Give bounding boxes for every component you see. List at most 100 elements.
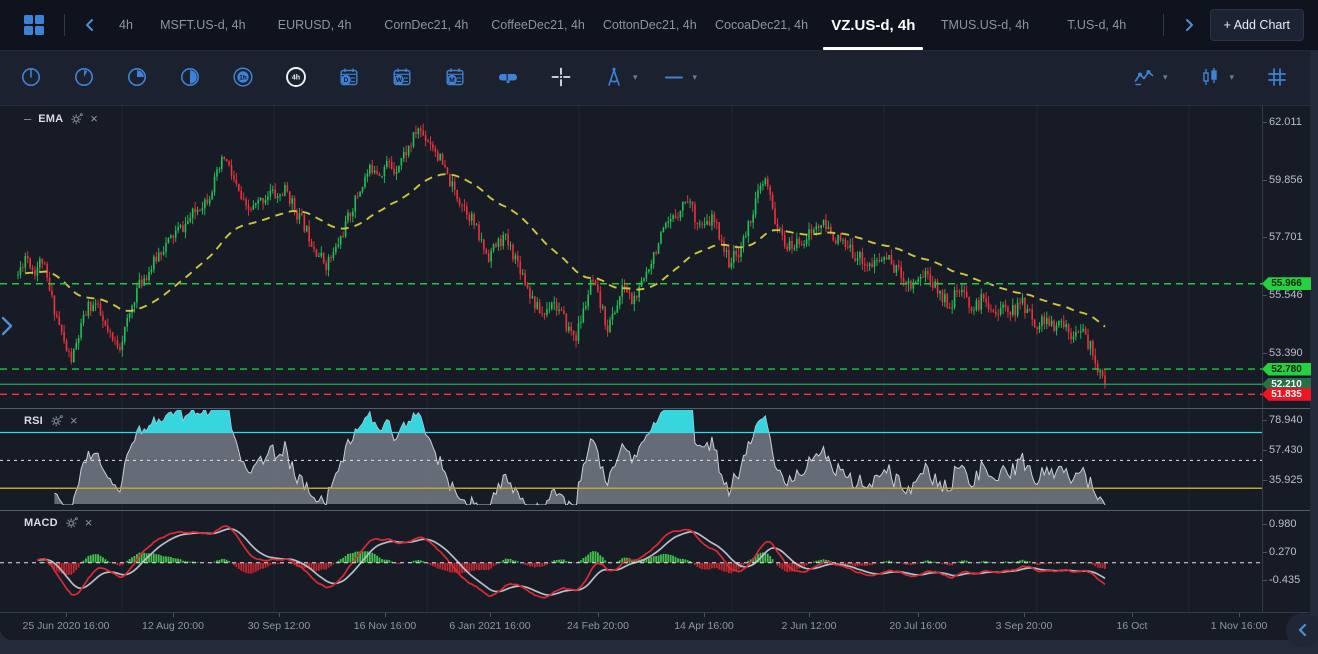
tab-vz-us-d-4h[interactable]: VZ.US-d, 4h [817,0,929,50]
tab-list: 4hMSFT.US-d, 4hEURUSD, 4hCornDec21, 4hCo… [105,0,1153,50]
tab-cocoadec21-4h[interactable]: CocoaDec21, 4h [706,0,818,50]
svg-text:M: M [449,77,455,84]
timeframe-5m-icon [73,66,95,88]
svg-text:4h: 4h [292,75,300,82]
time-axis-tick [279,613,280,617]
timeframe-month-button[interactable]: M [438,60,472,94]
app-menu-button[interactable] [14,5,54,45]
collapse-bottom-right-button[interactable] [1286,613,1318,647]
draw-tools-icon [603,66,625,88]
rsi-axis-label: 57.430 [1269,444,1303,456]
range-bars-button[interactable] [491,60,525,94]
tab-4h[interactable]: 4h [105,0,147,50]
tabs-scroll-right-button[interactable] [1174,10,1204,40]
time-axis-tick [173,613,174,617]
tab-tmus-us-d-4h[interactable]: TMUS.US-d, 4h [929,0,1041,50]
timeframe-30m-button[interactable] [173,60,207,94]
chevron-right-icon [0,314,16,338]
chart-type-button[interactable] [1193,60,1227,94]
line-tools-item: ▾ [657,60,698,94]
axis-tick [1263,353,1267,354]
chevron-left-icon [1295,622,1311,638]
timeframe-month-item: M [438,60,472,94]
macd-series [37,526,1106,597]
tabs-scroll-left-button[interactable] [75,10,105,40]
left-panel-expander[interactable] [0,314,16,343]
axis-tick [1263,180,1267,181]
timeframe-day-button[interactable]: D [332,60,366,94]
grid-settings-item [1260,60,1294,94]
divider [64,14,65,36]
timeframe-4h-icon: 4h [285,66,307,88]
tab-msft-us-d-4h[interactable]: MSFT.US-d, 4h [147,0,259,50]
time-axis-tick [385,613,386,617]
price-collapse-button[interactable]: – [24,114,31,124]
axis-tick [1263,450,1267,451]
axis-tick [1263,237,1267,238]
timeframe-1h-icon: 1h [232,66,254,88]
chevron-right-icon [1181,17,1197,33]
crosshair-button[interactable] [544,60,578,94]
line-tools-button[interactable] [657,60,691,94]
rsi-axis-label: 78.940 [1269,414,1303,426]
toolbar-right-group: ▾ ▾ [1127,60,1294,94]
price-settings-button[interactable] [70,113,83,126]
time-axis-label: 20 Jul 16:00 [889,620,946,632]
tab-t-us-d-4h[interactable]: T.US-d, 4h [1041,0,1153,50]
macd-settings-button[interactable] [65,517,78,530]
line-tools-caret-icon[interactable]: ▾ [693,72,698,83]
timeframe-5m-item [67,60,101,94]
timeframe-5m-button[interactable] [67,60,101,94]
timeframe-day-item: D [332,60,366,94]
price-remove-button[interactable]: × [90,113,98,125]
tab-eurusd-4h[interactable]: EURUSD, 4h [259,0,371,50]
add-chart-button[interactable]: + Add Chart [1210,9,1304,41]
time-axis[interactable]: 25 Jun 2020 16:0012 Aug 20:0030 Sep 12:0… [0,612,1310,641]
chart-type-caret-icon[interactable]: ▾ [1229,72,1234,83]
macd-panel-separator[interactable] [0,510,1310,511]
indicators-button[interactable] [1127,60,1161,94]
tab-cottondec21-4h[interactable]: CottonDec21, 4h [594,0,706,50]
timeframe-4h-item: 4h [279,60,313,94]
axis-tick [1263,524,1267,525]
time-axis-tick [918,613,919,617]
rsi-settings-button[interactable] [50,415,63,428]
time-axis-label: 30 Sep 12:00 [248,620,310,632]
timeframe-15m-button[interactable] [120,60,154,94]
grid-settings-icon [1266,66,1288,88]
axis-tick [1263,295,1267,296]
rsi-remove-button[interactable]: × [70,415,78,427]
axis-tick [1263,122,1267,123]
draw-tools-button[interactable] [597,60,631,94]
rsi-axis-label: 35.925 [1269,474,1303,486]
timeframe-week-button[interactable]: W [385,60,419,94]
time-axis-tick [598,613,599,617]
macd-remove-button[interactable]: × [85,517,93,529]
time-axis-tick [1132,613,1133,617]
price-chart-canvas[interactable] [0,105,1262,612]
tab-corndec21-4h[interactable]: CornDec21, 4h [370,0,482,50]
timeframe-month-icon: M [444,66,466,88]
draw-tools-caret-icon[interactable]: ▾ [633,72,638,83]
rsi-panel-separator[interactable] [0,408,1310,409]
timeframe-4h-button[interactable]: 4h [279,60,313,94]
macd-indicator-label: MACD [24,517,58,529]
price-indicator-legend: –EMA× [24,112,98,126]
svg-text:D: D [344,77,349,84]
divider [1163,14,1164,36]
grid-settings-button[interactable] [1260,60,1294,94]
time-axis-tick [809,613,810,617]
indicators-caret-icon[interactable]: ▾ [1163,72,1168,83]
active-tab-underline [823,47,923,50]
range-bars-item [491,60,525,94]
chart-type-item: ▾ [1193,60,1234,94]
timeframe-day-icon: D [338,66,360,88]
timeframe-1h-button[interactable]: 1h [226,60,260,94]
timeframe-1m-button[interactable] [14,60,48,94]
time-axis-label: 2 Jun 12:00 [782,620,837,632]
macd-axis-label: -0.435 [1269,574,1300,586]
time-axis-label: 25 Jun 2020 16:00 [23,620,110,632]
indicators-item: ▾ [1127,60,1168,94]
tab-coffeedec21-4h[interactable]: CoffeeDec21, 4h [482,0,594,50]
price-axis[interactable]: 62.01159.85657.70155.54653.39078.94057.4… [1262,105,1311,612]
